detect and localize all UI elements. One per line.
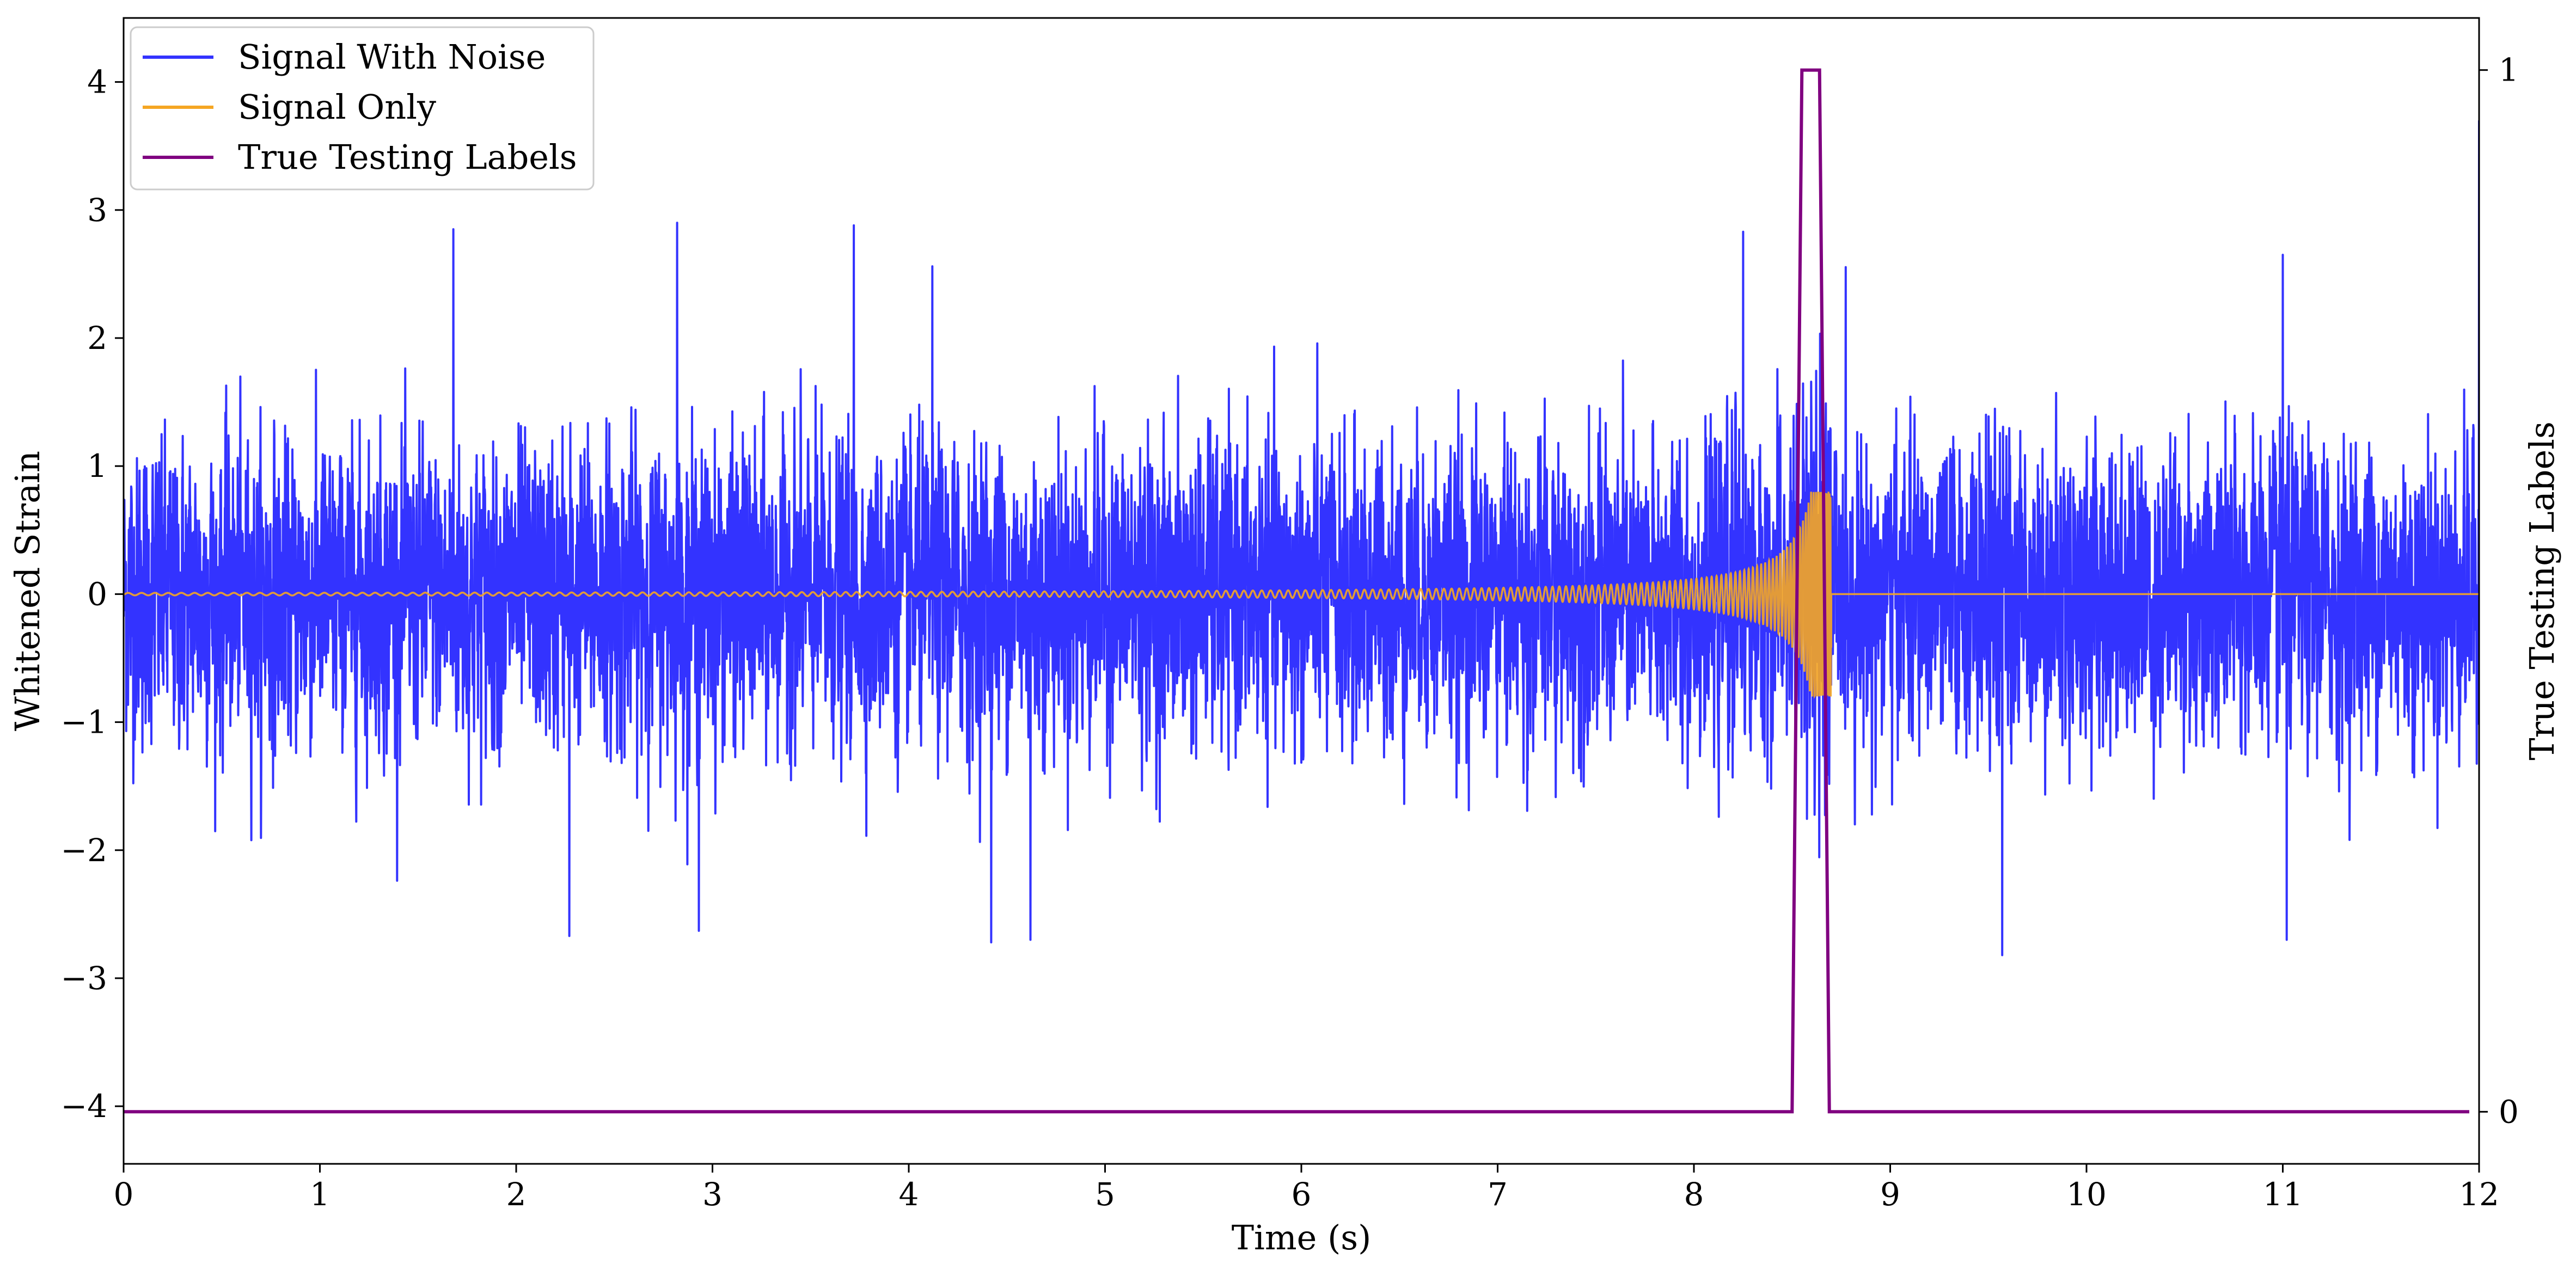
y-tick-label: 4: [87, 64, 107, 101]
y-tick-label: 2: [87, 320, 107, 357]
y-tick-label: 1: [87, 447, 107, 484]
x-tick-label: 7: [1488, 1176, 1508, 1213]
x-tick-label: 2: [506, 1176, 527, 1213]
x-tick-label: 8: [1684, 1176, 1704, 1213]
x-axis-label: Time (s): [1232, 1218, 1372, 1257]
y-tick-label: −2: [61, 832, 108, 869]
x-tick-label: 10: [2066, 1176, 2107, 1213]
x-tick-label: 11: [2263, 1176, 2303, 1213]
y-tick-label: −1: [61, 704, 108, 741]
x-tick-label: 6: [1292, 1176, 1312, 1213]
x-tick-label: 3: [702, 1176, 723, 1213]
series-signal-with-noise-line: [124, 120, 2479, 956]
y2-axis-label: True Testing Labels: [2522, 421, 2562, 760]
x-tick-label: 0: [114, 1176, 134, 1213]
legend: Signal With Noise Signal Only True Testing…: [130, 26, 595, 191]
plot-area: [124, 68, 2479, 1114]
series-true-testing-labels-line: [124, 68, 2469, 1114]
legend-box: [130, 26, 595, 191]
legend-label: True Testing Labels: [238, 137, 577, 177]
y-tick-label: −3: [61, 960, 108, 997]
legend-label: Signal Only: [238, 87, 436, 127]
y2-tick-label: 0: [2499, 1093, 2519, 1130]
x-tick-label: 5: [1095, 1176, 1115, 1213]
y-axis-label: Whitened Strain: [8, 451, 47, 731]
y-tick-label: −4: [61, 1088, 108, 1125]
x-tick-label: 1: [310, 1176, 330, 1213]
series-signal-only-line: [124, 492, 2479, 699]
x-tick-label: 9: [1880, 1176, 1900, 1213]
x-tick-label: 4: [899, 1176, 919, 1213]
x-tick-label: 12: [2459, 1176, 2499, 1213]
y-tick-label: 0: [87, 575, 107, 612]
legend-label: Signal With Noise: [238, 37, 546, 77]
y2-tick-label: 1: [2499, 52, 2519, 89]
y-tick-label: 3: [87, 192, 107, 229]
